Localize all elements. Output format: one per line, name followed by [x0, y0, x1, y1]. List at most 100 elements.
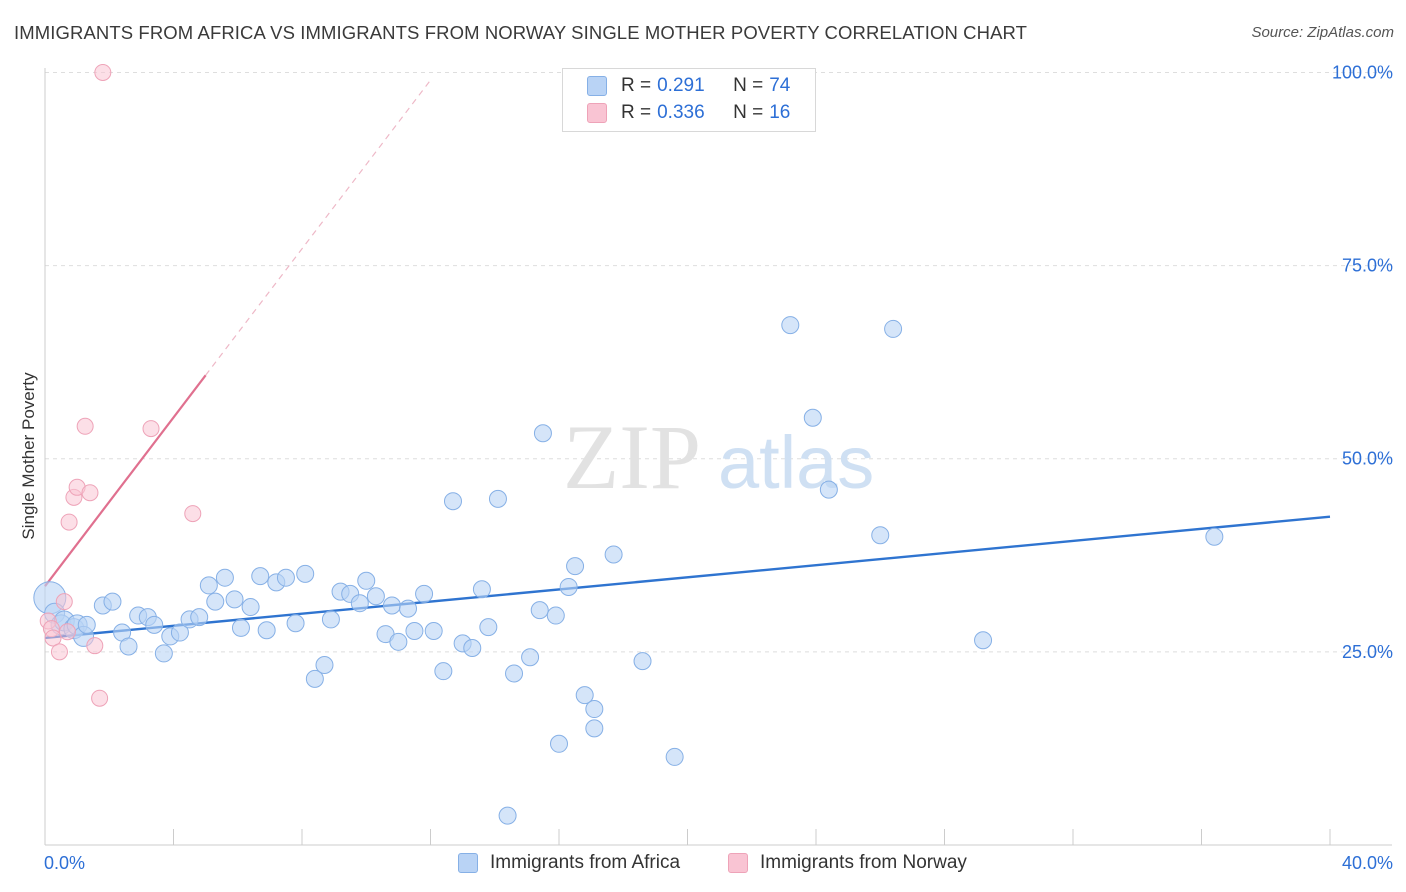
- africa-point: [382, 596, 401, 615]
- africa-point: [472, 580, 491, 599]
- africa-point: [505, 664, 524, 683]
- africa-point: [145, 615, 164, 634]
- r-label: R =: [621, 102, 652, 123]
- legend-row-norway: R = 0.336 N = 16: [587, 100, 791, 126]
- y-tick-label: 100.0%: [1332, 62, 1393, 82]
- africa-point: [463, 639, 482, 657]
- africa-point: [585, 719, 604, 738]
- norway-point: [76, 417, 94, 435]
- africa-point: [276, 568, 295, 587]
- africa-point: [546, 606, 565, 625]
- norway-swatch: [587, 103, 607, 123]
- africa-point: [241, 598, 260, 617]
- africa-point: [819, 480, 838, 499]
- legend-label-norway: Immigrants from Norway: [760, 852, 967, 873]
- norway-point: [60, 513, 78, 531]
- africa-point: [154, 644, 173, 663]
- norway-point: [44, 629, 62, 647]
- africa-point: [1205, 527, 1224, 546]
- africa-point: [399, 599, 418, 618]
- africa-trend-line: [44, 515, 1331, 640]
- legend-label-africa: Immigrants from Africa: [490, 852, 681, 873]
- africa-point: [530, 601, 549, 620]
- africa-point: [103, 592, 122, 611]
- africa-point: [225, 590, 244, 609]
- y-tick-label: 50.0%: [1342, 449, 1393, 469]
- norway-point: [94, 63, 112, 81]
- africa-point: [321, 610, 340, 629]
- x-tick-label: 40.0%: [1342, 853, 1393, 873]
- watermark-zip: ZIP: [563, 406, 701, 508]
- africa-point: [884, 319, 903, 338]
- x-tick-label: 0.0%: [44, 853, 85, 873]
- africa-point: [974, 631, 993, 650]
- africa-point: [251, 567, 270, 586]
- africa-point: [479, 618, 498, 637]
- n-label: N =: [733, 102, 764, 123]
- norway-point: [81, 484, 99, 502]
- africa-point: [665, 747, 684, 766]
- africa-point: [231, 618, 250, 637]
- r-label: R =: [621, 75, 652, 96]
- africa-point: [488, 489, 507, 508]
- source-label: Source: ZipAtlas.com: [1251, 24, 1394, 41]
- norway-point: [184, 505, 202, 523]
- africa-point: [604, 545, 623, 564]
- africa-point: [443, 492, 462, 511]
- correlation-legend: R = 0.291 N = 74 R = 0.336 N = 16: [562, 68, 816, 132]
- norway-point: [58, 623, 76, 641]
- africa-point: [315, 655, 334, 674]
- n-value: 16: [769, 102, 791, 123]
- africa-point: [366, 587, 385, 606]
- y-tick-label: 75.0%: [1342, 256, 1393, 276]
- r-value: 0.336: [657, 102, 705, 123]
- africa-point: [405, 622, 424, 641]
- africa-point: [566, 557, 585, 576]
- africa-point: [305, 669, 324, 688]
- africa-point: [575, 686, 594, 705]
- africa-point: [559, 577, 578, 596]
- africa-point: [424, 622, 443, 641]
- africa-point: [350, 594, 369, 613]
- norway-point: [55, 593, 73, 611]
- y-tick-label: 25.0%: [1342, 642, 1393, 662]
- series-legend: Immigrants from Africa Immigrants from N…: [0, 852, 1406, 878]
- africa-point: [633, 652, 652, 671]
- norway-point: [50, 643, 68, 661]
- norway-trend-line: [44, 374, 207, 587]
- africa-point: [357, 571, 376, 590]
- africa-point: [119, 637, 138, 656]
- africa-point: [521, 648, 540, 667]
- africa-point: [803, 408, 822, 427]
- africa-point: [190, 608, 209, 627]
- africa-swatch: [458, 853, 478, 873]
- africa-point: [434, 662, 453, 681]
- watermark-atlas: atlas: [718, 421, 874, 504]
- africa-point: [389, 632, 408, 651]
- legend-item-norway: Immigrants from Norway: [728, 852, 967, 874]
- africa-point: [415, 584, 434, 603]
- africa-point: [170, 623, 189, 642]
- norway-trend-extension: [205, 79, 431, 376]
- y-axis-label: Single Mother Poverty: [19, 372, 38, 540]
- africa-point: [871, 526, 890, 545]
- norway-point: [86, 637, 104, 655]
- africa-swatch: [587, 76, 607, 96]
- chart-title: IMMIGRANTS FROM AFRICA VS IMMIGRANTS FRO…: [14, 22, 1028, 43]
- africa-point: [206, 592, 225, 611]
- r-value: 0.291: [657, 75, 705, 96]
- africa-point: [199, 576, 218, 595]
- africa-point: [498, 806, 517, 825]
- africa-point: [257, 621, 276, 640]
- norway-swatch: [728, 853, 748, 873]
- africa-point: [550, 734, 568, 753]
- africa-point: [781, 316, 800, 335]
- norway-point: [91, 689, 109, 707]
- africa-point: [286, 614, 305, 633]
- legend-item-africa: Immigrants from Africa: [458, 852, 680, 874]
- legend-row-africa: R = 0.291 N = 74: [587, 73, 790, 99]
- africa-point: [533, 424, 552, 443]
- n-label: N =: [733, 75, 764, 96]
- norway-point: [142, 420, 160, 438]
